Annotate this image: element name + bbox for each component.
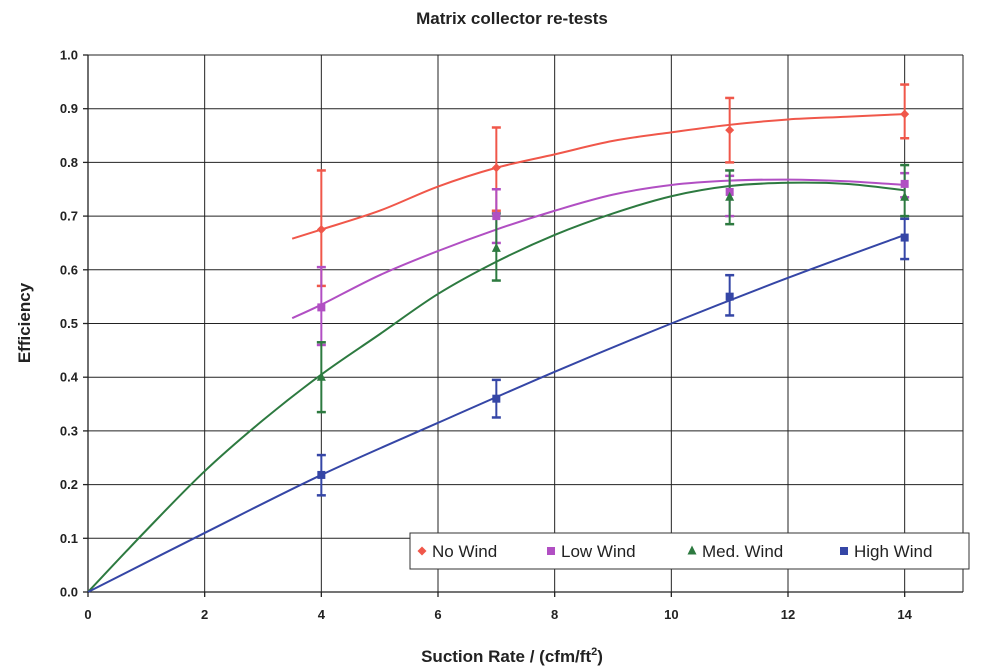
high-wind-point — [317, 470, 326, 479]
chart-title: Matrix collector re-tests — [416, 9, 608, 28]
x-tick-label: 8 — [551, 607, 558, 622]
high-wind-point — [725, 292, 734, 301]
x-tick-label: 6 — [434, 607, 441, 622]
data-markers — [316, 109, 910, 479]
grid — [87, 54, 964, 593]
no-wind-point — [491, 163, 501, 173]
y-tick-label: 0.4 — [60, 370, 79, 385]
x-tick-label: 10 — [664, 607, 678, 622]
legend-label-no-wind: No Wind — [432, 542, 497, 561]
y-tick-label: 0.6 — [60, 262, 78, 277]
y-tick-label: 0.2 — [60, 477, 78, 492]
y-tick-label: 0.8 — [60, 155, 78, 170]
high-wind-point — [900, 233, 909, 242]
y-tick-label: 0.0 — [60, 585, 78, 600]
x-tick-label: 0 — [84, 607, 91, 622]
error-bars — [316, 83, 910, 497]
legend: No Wind Low Wind Med. Wind High Wind — [409, 532, 970, 570]
med-wind-trendline — [87, 181, 905, 593]
x-axis-title: Suction Rate / (cfm/ft2) — [421, 646, 603, 666]
y-tick-label: 0.9 — [60, 101, 78, 116]
y-axis-title: Efficiency — [15, 282, 34, 363]
x-tick-label: 12 — [781, 607, 795, 622]
legend-label-med-wind: Med. Wind — [702, 542, 783, 561]
x-tick-label: 4 — [318, 607, 326, 622]
legend-marker-med-wind — [687, 545, 697, 555]
tick-labels: 0.0 0.1 0.2 0.3 0.4 0.5 0.6 0.7 0.8 0.9 1.0 0 2 4 6 8 10… — [60, 48, 913, 623]
low-wind-point — [900, 179, 909, 188]
x-tick-label: 2 — [201, 607, 208, 622]
y-tick-label: 1.0 — [60, 48, 78, 63]
no-wind-point — [900, 109, 910, 119]
legend-label-low-wind: Low Wind — [561, 542, 636, 561]
med-wind-error-bar — [900, 163, 910, 218]
low-wind-point — [492, 212, 501, 221]
legend-marker-no-wind — [417, 546, 427, 556]
legend-label-high-wind: High Wind — [854, 542, 932, 561]
legend-marker-high-wind — [840, 547, 848, 555]
low-wind-trendline — [291, 178, 905, 320]
med-wind-point — [491, 242, 501, 252]
high-wind-point — [492, 394, 501, 403]
med-wind-point — [900, 191, 910, 201]
no-wind-point — [725, 125, 735, 135]
y-tick-label: 0.5 — [60, 316, 78, 331]
med-wind-point — [316, 371, 326, 381]
y-tick-label: 0.1 — [60, 531, 78, 546]
med-wind-point — [725, 191, 735, 201]
no-wind-trendline — [291, 113, 905, 240]
low-wind-point — [317, 303, 326, 312]
y-tick-label: 0.7 — [60, 209, 78, 224]
x-tick-label: 14 — [897, 607, 912, 622]
legend-marker-low-wind — [547, 547, 555, 555]
no-wind-point — [316, 225, 326, 235]
y-tick-label: 0.3 — [60, 423, 78, 438]
